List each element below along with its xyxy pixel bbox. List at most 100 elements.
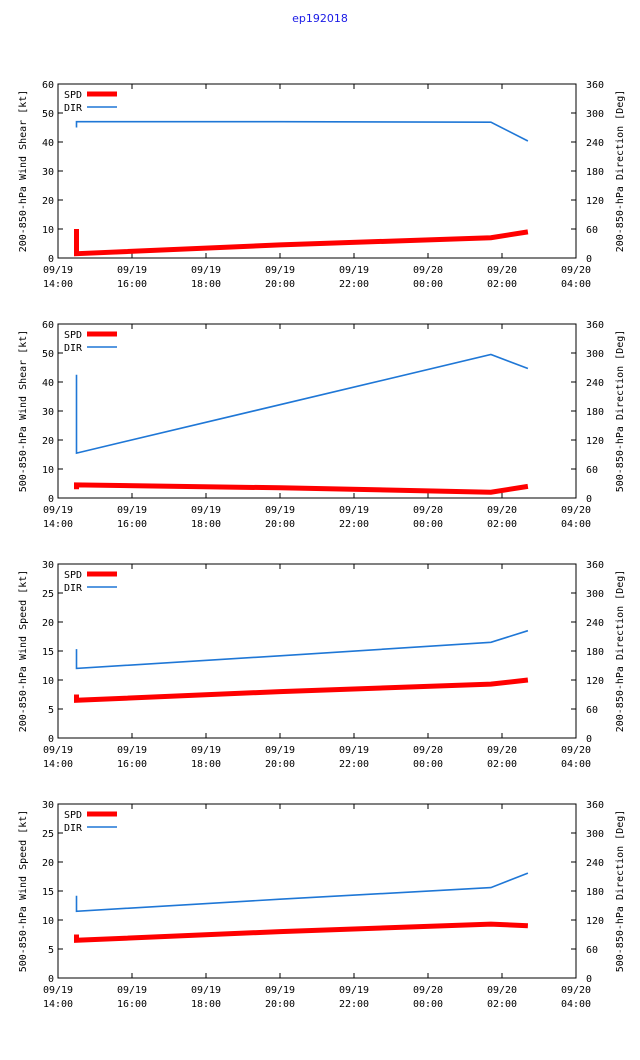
x-tick-date: 09/19 [117, 505, 147, 516]
y2-tick-label: 0 [586, 734, 592, 745]
x-tick-time: 14:00 [43, 999, 73, 1010]
x-tick-time: 00:00 [413, 759, 443, 770]
x-tick-date: 09/19 [43, 985, 73, 996]
x-tick-date: 09/20 [561, 265, 591, 276]
legend-label: DIR [64, 823, 83, 834]
y-tick-label: 40 [42, 378, 54, 389]
y2-tick-label: 60 [586, 945, 598, 956]
plot-frame [57, 323, 577, 499]
y2-tick-label: 120 [586, 436, 604, 447]
x-tick-date: 09/20 [561, 985, 591, 996]
plot-frame [57, 83, 577, 259]
y2-tick-label: 240 [586, 138, 604, 149]
series-line-spd [74, 677, 529, 703]
x-tick-date: 09/19 [43, 505, 73, 516]
y2-tick-label: 120 [586, 676, 604, 687]
x-tick-time: 16:00 [117, 999, 147, 1010]
y2-tick-label: 120 [586, 916, 604, 927]
x-tick-date: 09/20 [487, 265, 517, 276]
y-tick-label: 20 [42, 858, 54, 869]
x-tick-date: 09/19 [265, 985, 295, 996]
plot-frame [57, 563, 577, 739]
legend-label: DIR [64, 343, 83, 354]
x-tick-date: 09/19 [191, 985, 221, 996]
x-tick-time: 14:00 [43, 279, 73, 290]
legend-label: SPD [64, 570, 82, 581]
x-tick-date: 09/19 [117, 745, 147, 756]
x-tick-date: 09/20 [487, 505, 517, 516]
x-tick-time: 22:00 [339, 519, 369, 530]
x-tick-time: 18:00 [191, 999, 221, 1010]
x-tick-time: 02:00 [487, 279, 517, 290]
y2-tick-label: 0 [586, 254, 592, 265]
y-tick-label: 5 [48, 945, 54, 956]
y-tick-label: 60 [42, 80, 54, 91]
x-tick-time: 04:00 [561, 999, 591, 1010]
y-tick-label: 50 [42, 109, 54, 120]
x-tick-time: 04:00 [561, 279, 591, 290]
y2-tick-label: 300 [586, 349, 604, 360]
x-tick-date: 09/19 [43, 265, 73, 276]
x-tick-date: 09/20 [413, 265, 443, 276]
legend-label: DIR [64, 583, 83, 594]
y2-axis-label: 500-850-hPa Direction [Deg] [615, 810, 626, 973]
chart-panel-2: 0 10 20 30 40 50 60 0 60 120 180 240 300 360 09/19 14:0… [18, 320, 626, 530]
y2-tick-label: 300 [586, 589, 604, 600]
x-tick-date: 09/19 [191, 265, 221, 276]
x-tick-time: 18:00 [191, 519, 221, 530]
y-tick-label: 25 [42, 589, 54, 600]
y2-axis-label: 500-850-hPa Direction [Deg] [615, 330, 626, 493]
y2-tick-label: 180 [586, 887, 604, 898]
series-line-dir [75, 872, 529, 913]
legend-label: SPD [64, 330, 82, 341]
x-tick-time: 20:00 [265, 999, 295, 1010]
legend-label: SPD [64, 810, 82, 821]
y-tick-label: 20 [42, 618, 54, 629]
series-line-spd [74, 482, 529, 495]
x-tick-time: 14:00 [43, 519, 73, 530]
chart-panel-4: 05101520253006012018024030036009/1914:00… [18, 800, 626, 1010]
x-tick-time: 18:00 [191, 279, 221, 290]
x-tick-date: 09/20 [561, 505, 591, 516]
y2-axis-label: 200-850-hPa Direction [Deg] [615, 570, 626, 733]
y-tick-label: 15 [42, 647, 54, 658]
y2-tick-label: 180 [586, 407, 604, 418]
x-tick-time: 16:00 [117, 279, 147, 290]
x-tick-date: 09/20 [487, 985, 517, 996]
y-tick-label: 10 [42, 465, 54, 476]
series-line-dir [75, 353, 529, 455]
y-tick-label: 5 [48, 705, 54, 716]
series-line-dir [75, 120, 529, 142]
y-tick-label: 30 [42, 407, 54, 418]
y-tick-label: 0 [48, 494, 54, 505]
x-tick-date: 09/19 [339, 505, 369, 516]
x-tick-date: 09/19 [191, 505, 221, 516]
chart-panel-1: 0 10 20 30 40 50 60 0 60 120 180 240 300 360 09/19 14:0… [18, 80, 626, 290]
y-tick-label: 0 [48, 734, 54, 745]
y2-tick-label: 300 [586, 829, 604, 840]
y2-tick-label: 180 [586, 167, 604, 178]
y2-tick-label: 180 [586, 647, 604, 658]
plot-frame [57, 803, 577, 979]
x-tick-time: 14:00 [43, 759, 73, 770]
y-tick-label: 30 [42, 167, 54, 178]
x-tick-time: 00:00 [413, 999, 443, 1010]
x-tick-date: 09/19 [117, 265, 147, 276]
y-axis-label: 200-850-hPa Wind Shear [kt] [18, 90, 29, 253]
y-axis-label: 500-850-hPa Wind Shear [kt] [18, 330, 29, 493]
y-tick-label: 20 [42, 196, 54, 207]
x-tick-time: 16:00 [117, 759, 147, 770]
x-tick-date: 09/19 [265, 505, 295, 516]
x-tick-date: 09/19 [265, 265, 295, 276]
y2-tick-label: 60 [586, 465, 598, 476]
y-tick-label: 60 [42, 320, 54, 331]
y2-tick-label: 240 [586, 378, 604, 389]
x-tick-time: 18:00 [191, 759, 221, 770]
y-tick-label: 10 [42, 916, 54, 927]
x-tick-date: 09/20 [413, 745, 443, 756]
y-tick-label: 0 [48, 254, 54, 265]
y-tick-label: 10 [42, 676, 54, 687]
x-tick-time: 02:00 [487, 999, 517, 1010]
x-tick-time: 20:00 [265, 519, 295, 530]
y2-tick-label: 60 [586, 225, 598, 236]
